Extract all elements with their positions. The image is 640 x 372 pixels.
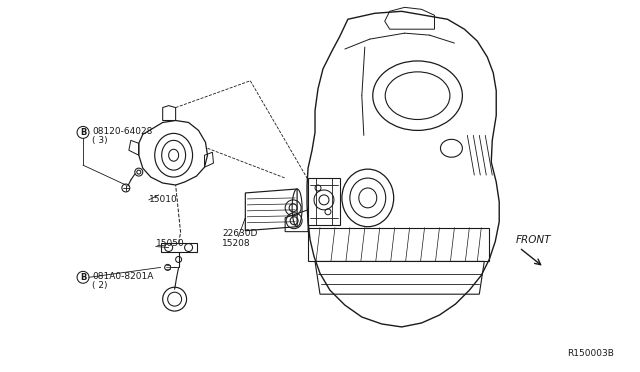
Text: 15208: 15208	[223, 239, 251, 248]
Text: 22630D: 22630D	[223, 229, 258, 238]
Text: B: B	[80, 273, 86, 282]
Text: 15010: 15010	[148, 195, 177, 204]
Text: 081A0-8201A: 081A0-8201A	[92, 272, 154, 281]
Text: ( 2): ( 2)	[92, 281, 108, 290]
Text: FRONT: FRONT	[516, 235, 552, 245]
Text: B: B	[80, 128, 86, 137]
Text: 08120-64028: 08120-64028	[92, 127, 152, 136]
Text: R150003B: R150003B	[567, 349, 614, 358]
Text: 15050: 15050	[156, 239, 184, 248]
Text: ( 3): ( 3)	[92, 136, 108, 145]
